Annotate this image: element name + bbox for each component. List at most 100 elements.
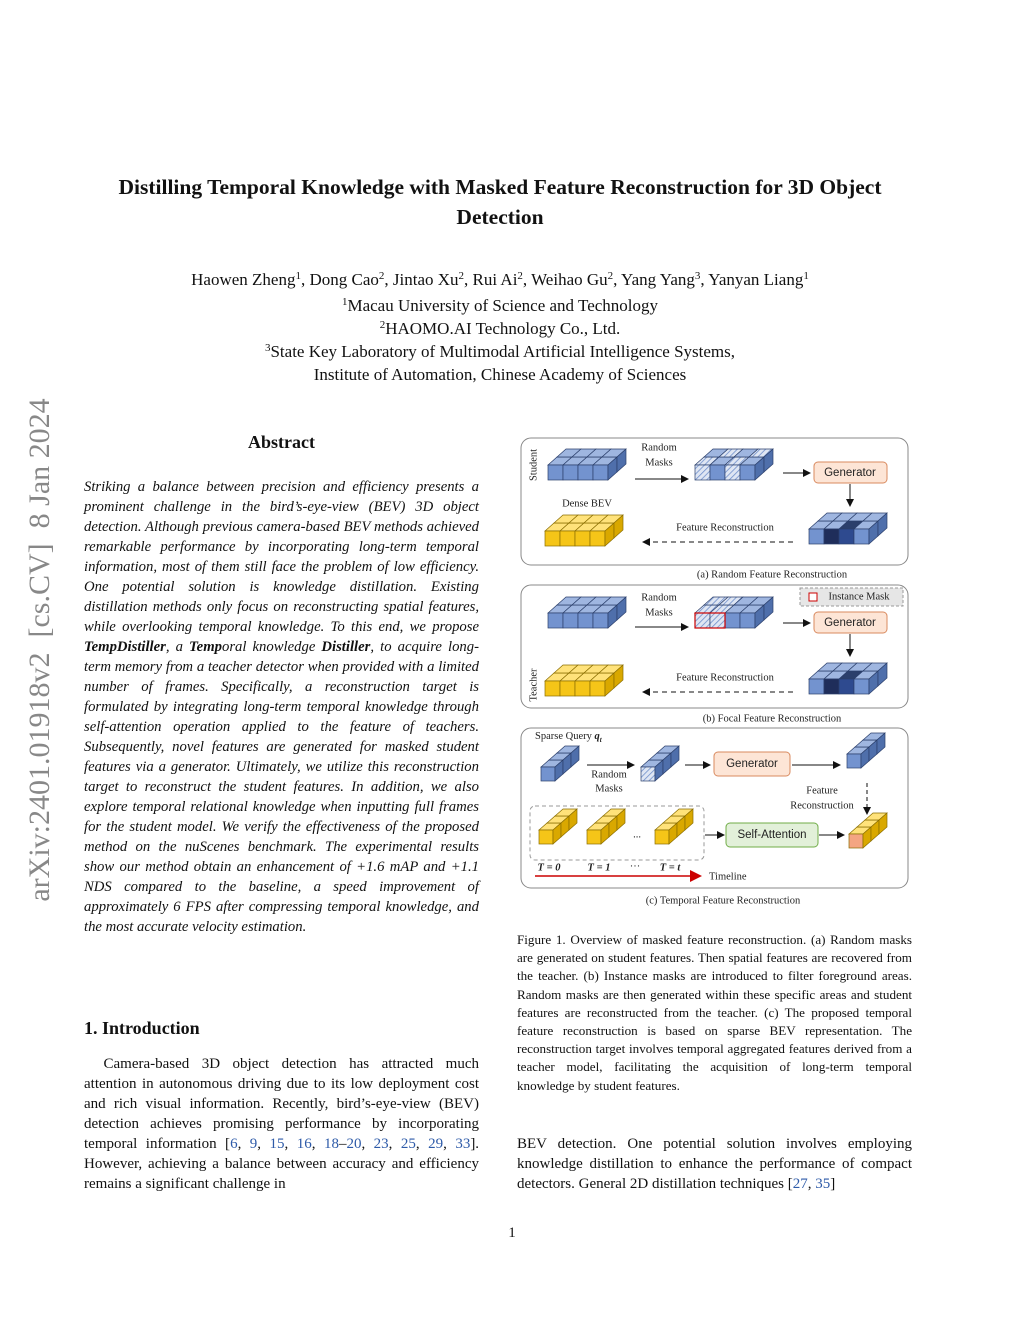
cell [574,680,591,697]
affiliation-mark: 3 [694,270,701,282]
cell [616,808,626,831]
citation[interactable]: 25 [400,1136,416,1152]
label: Random [591,769,627,780]
affiliation: Institute of Automation, Chinese Academy… [60,363,940,386]
cell [876,732,886,755]
citation[interactable]: 23 [373,1136,389,1152]
cell [577,612,594,629]
citation[interactable]: 33 [455,1136,471,1152]
author-name: , Rui Ai [464,270,518,289]
affiliation-mark: 1 [341,296,348,308]
text: , [311,1136,324,1152]
cell [877,512,888,537]
time-label: ··· [630,861,641,872]
authors: Haowen Zheng1, Dong Cao2, Jintao Xu2, Ru… [60,270,940,290]
author-name: , Jintao Xu [384,270,459,289]
history-box [529,805,705,861]
cell [694,612,711,629]
cell [724,464,741,481]
cell [640,766,656,782]
affiliation: 1Macau University of Science and Technol… [60,294,940,317]
text: , [361,1136,374,1152]
section-heading: 1. Introduction [84,1018,200,1038]
feature-block [694,596,774,629]
cell [808,678,825,695]
caption: (b) Focal Feature Reconstruction [703,713,842,724]
label: Dense BEV [562,498,612,509]
author-name: , Weihao Gu [522,270,608,289]
cell [739,612,756,629]
label: Instance Mask [829,591,891,602]
affiliation-mark: 2 [517,270,523,282]
cell [878,812,888,835]
figure: Student Random Masks Generator Dense BEV… [520,437,909,906]
cell [562,464,579,481]
affiliations: 1Macau University of Science and Technol… [60,294,940,386]
affiliation-mark: 2 [458,270,465,282]
cell [838,528,855,545]
citation[interactable]: 27 [792,1176,808,1192]
text: ]. However, achieving a balance between … [84,1136,480,1192]
label: Feature Reconstruction [676,672,774,683]
feature-block [808,662,888,695]
cell [838,678,855,695]
cell [709,612,726,629]
citation[interactable]: 29 [428,1136,444,1152]
emphasis: Temp [189,639,222,655]
cell [589,680,606,697]
cell [724,612,741,629]
panel-c: Sparse Query qt Random Masks Generator F… [520,727,909,906]
text: , [807,1176,816,1192]
affiliation-text: Institute of Automation, Chinese Academy… [313,365,687,384]
cell [853,678,870,695]
cell [547,464,564,481]
affiliation-text: Macau University of Science and Technolo… [347,296,659,315]
abstract-heading: Abstract [248,432,315,452]
citation[interactable]: 35 [815,1176,831,1192]
cell [877,662,888,687]
author-name: , Yanyan Liang [700,270,804,289]
cell [570,745,580,768]
feature-block [654,808,694,845]
cell [670,745,680,768]
emphasis: TempDistiller [84,639,166,655]
affiliation-mark: 3 [264,342,271,354]
cell [544,680,561,697]
feature-block [547,596,627,629]
citation[interactable]: 15 [269,1136,285,1152]
cell [586,829,602,845]
affiliation-mark: 2 [378,270,385,282]
label: Student [528,449,539,481]
icon [808,592,818,602]
label: Random [641,592,677,603]
cell [823,528,840,545]
cell [540,766,556,782]
cell [592,612,609,629]
citation[interactable]: 20 [346,1136,362,1152]
cell [694,464,711,481]
text: , [237,1136,250,1152]
cell [808,528,825,545]
label: Generator [726,758,778,770]
paragraph: BEV detection. One potential solution in… [517,1134,912,1194]
cell [538,829,554,845]
text: , to acquire long-term memory from a tea… [84,639,480,935]
cell [592,464,609,481]
feature-block [540,745,580,782]
cell [739,464,756,481]
feature-block [846,732,886,769]
time-label: T = 1 [588,862,611,873]
citation[interactable]: 6 [230,1136,238,1152]
cell [848,833,864,849]
caption: (c) Temporal Feature Reconstruction [646,895,801,906]
feature-block [848,812,888,849]
citation[interactable]: 9 [249,1136,258,1152]
citation[interactable]: 16 [296,1136,312,1152]
time-label: T = t [660,862,682,873]
figure-caption: Figure 1. Overview of masked feature rec… [517,932,912,1093]
citation[interactable]: 18 [323,1136,339,1152]
text: oral knowledge [221,639,322,655]
cell [589,530,606,547]
cell [613,664,624,689]
panel-frame [520,727,909,889]
